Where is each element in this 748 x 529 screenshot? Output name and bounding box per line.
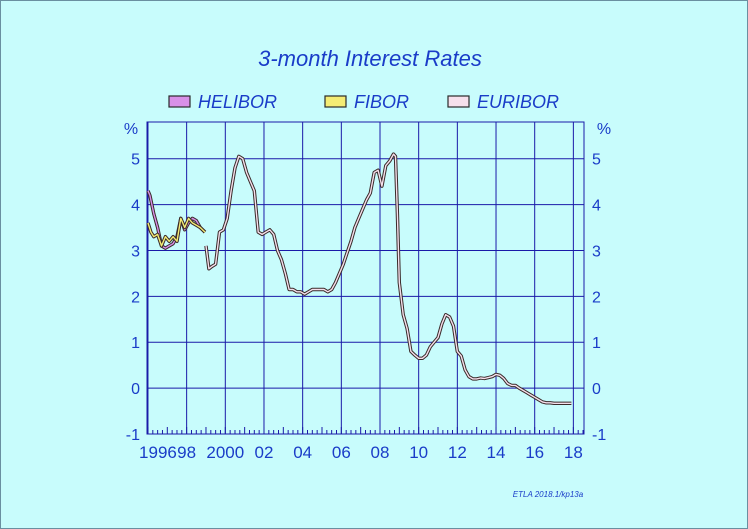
series-line: [147, 217, 206, 247]
y-tick-label-left: 1: [131, 335, 140, 352]
x-tick-label: 08: [371, 443, 390, 462]
x-tick-label: 18: [564, 443, 583, 462]
legend-swatch: [447, 95, 470, 108]
minor-ticks: [147, 427, 584, 434]
x-tick-label: 02: [255, 443, 274, 462]
y-tick-label-right: 5: [592, 152, 601, 169]
x-tick-label: 16: [525, 443, 544, 462]
y-tick-label-left: 4: [131, 198, 140, 215]
series-line: [205, 153, 572, 404]
legend-label: EURIBOR: [477, 92, 559, 112]
x-tick-label: 12: [448, 443, 467, 462]
x-tick-label: 98: [177, 443, 196, 462]
y-tick-label-right: 3: [592, 243, 601, 260]
x-tick-label: 1996: [139, 443, 177, 462]
y-unit-right: %: [597, 121, 611, 138]
y-tick-label-left: -1: [126, 427, 140, 444]
legend: HELIBOR FIBOR EURIBOR: [168, 92, 559, 112]
y-tick-label-left: 5: [131, 152, 140, 169]
y-tick-label-right: 2: [592, 289, 601, 306]
x-tick-labels: 1996 98 2000 02 04 06 08 10 12 14 16 18: [139, 443, 583, 462]
y-tick-label-right: 4: [592, 198, 601, 215]
series-lines: [146, 152, 572, 405]
y-tick-labels: -1 -1 0 0 1 1 2 2 3 3 4 4 5 5: [126, 152, 607, 444]
credit-note: ETLA 2018.1/kp13a: [513, 490, 584, 499]
legend-label: HELIBOR: [198, 92, 277, 112]
legend-label: FIBOR: [354, 92, 409, 112]
x-tick-label: 2000: [206, 443, 244, 462]
x-tick-label: 14: [487, 443, 506, 462]
x-tick-label: 06: [332, 443, 351, 462]
legend-swatch: [324, 95, 347, 108]
series-line-outline: [204, 152, 572, 405]
plot-border: [146, 121, 585, 435]
y-unit-left: %: [124, 121, 138, 138]
x-tick-label: 10: [409, 443, 428, 462]
y-tick-label-right: 0: [592, 381, 601, 398]
y-tick-label-left: 3: [131, 243, 140, 260]
legend-swatch: [168, 95, 191, 108]
y-tick-label-left: 2: [131, 289, 140, 306]
chart-title: 3-month Interest Rates: [258, 46, 482, 71]
y-tick-label-left: 0: [131, 381, 140, 398]
y-tick-label-right: -1: [592, 427, 606, 444]
x-tick-label: 04: [293, 443, 312, 462]
y-tick-label-right: 1: [592, 335, 601, 352]
